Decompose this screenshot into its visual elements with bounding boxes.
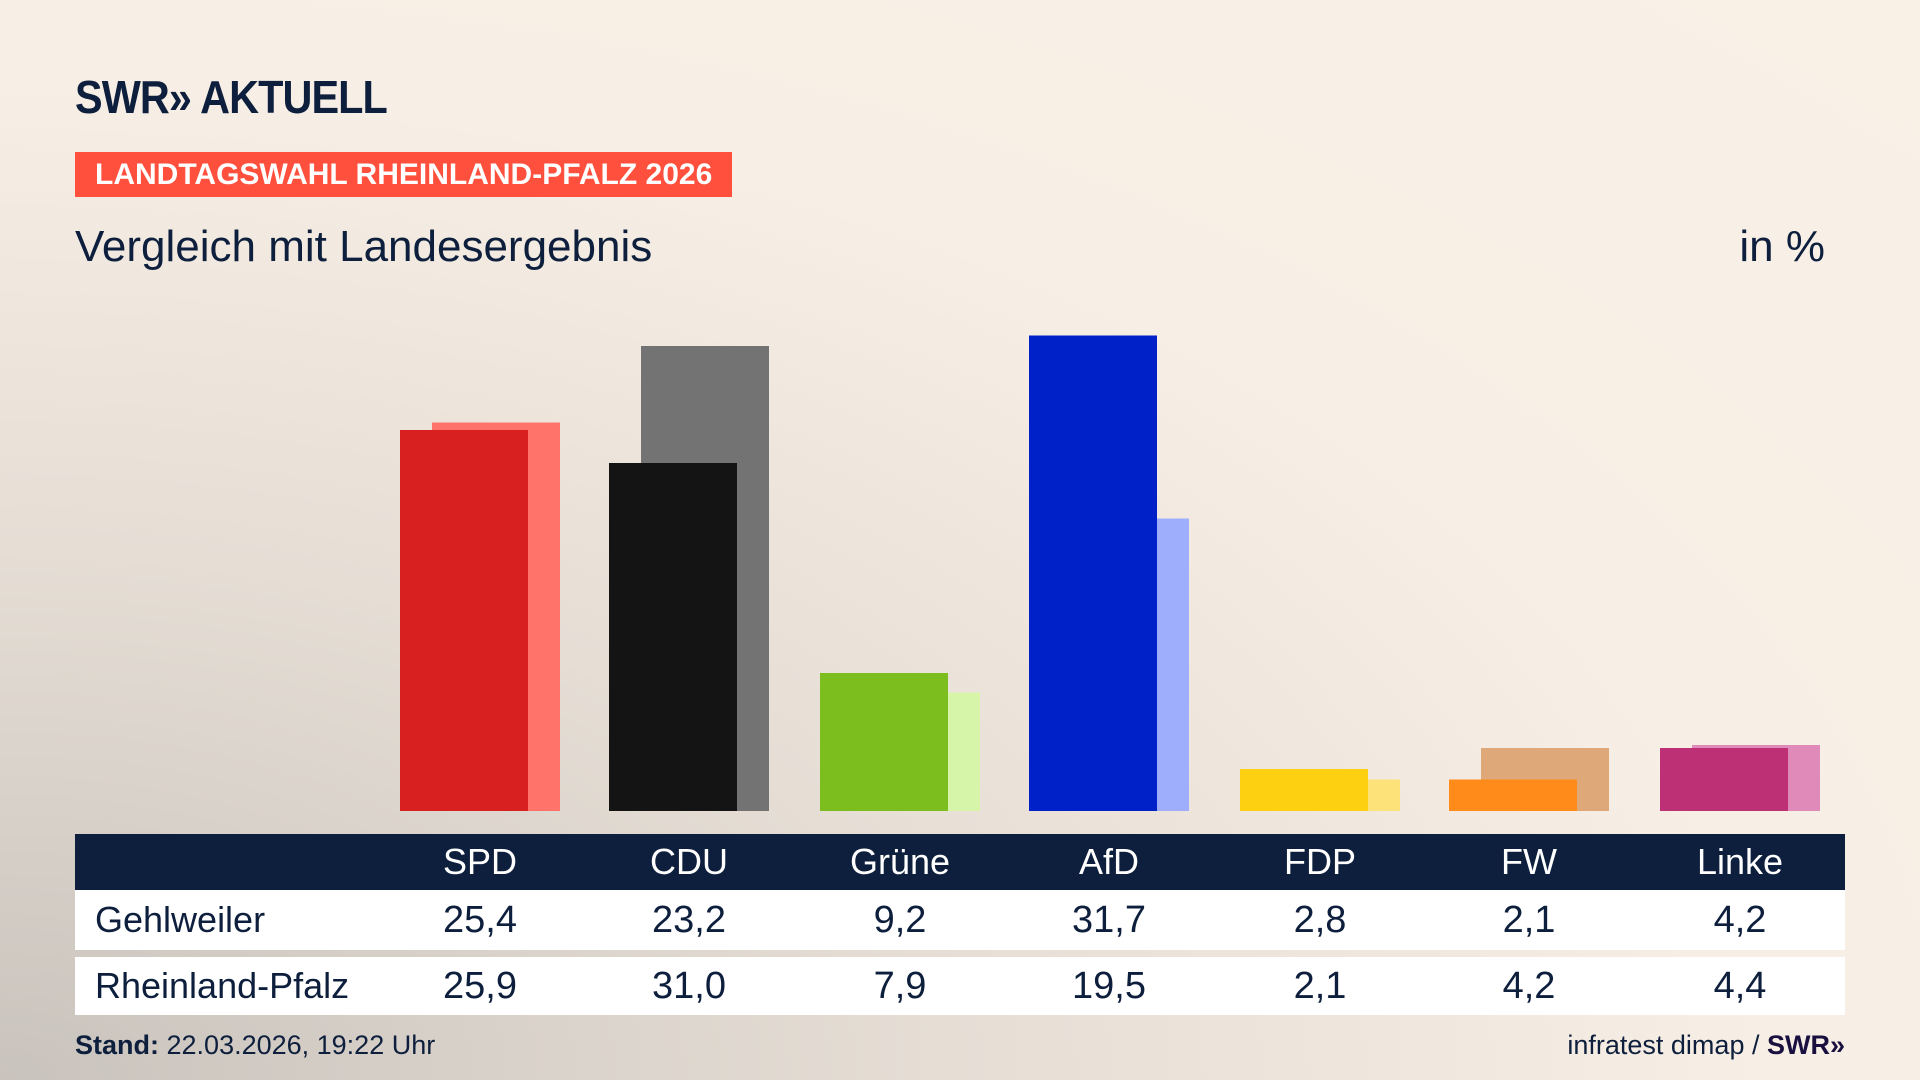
value-cell: 4,2 [1502,965,1556,1007]
value-cell: 31,7 [1072,899,1146,941]
column-header: FDP [1284,841,1356,882]
column-header: CDU [650,841,728,882]
column-header: AfD [1078,841,1139,882]
swr-aktuell-logo: SWR» AKTUELL [75,71,388,123]
bar-local-cdu [609,463,737,811]
bar-local-spd [400,430,528,811]
source: infratest dimap / SWR» [1567,1030,1845,1061]
value-cell: 4,4 [1713,965,1767,1007]
value-cell: 2,1 [1293,965,1347,1007]
value-cell: 23,2 [652,899,726,941]
column-header: SPD [442,841,518,882]
stand-value: 22.03.2026, 19:22 Uhr [166,1030,436,1060]
unit-label: in % [1739,222,1825,271]
swr-logo: SWR» [1766,1030,1845,1060]
value-cell: 31,0 [652,965,726,1007]
column-header: Linke [1696,841,1784,882]
row-label: Gehlweiler [95,899,266,940]
column-header: Grüne [849,841,951,882]
value-cell: 25,9 [443,965,517,1007]
results-table: SPD CDU Grüne AfD FDP FW Linke Gehlweiler 25,4… [75,834,1845,1015]
bar-local-fdp [1240,769,1368,811]
bar-local-fw [1449,779,1577,811]
chart-subtitle: Vergleich mit Landesergebnis [75,222,653,271]
column-header: FW [1501,841,1557,882]
table-header: SPD CDU Grüne AfD FDP FW Linke [75,834,1845,890]
timestamp: Stand: 22.03.2026, 19:22 Uhr [75,1030,435,1061]
value-cell: 9,2 [873,899,927,941]
table-row: Gehlweiler 25,4 23,2 9,2 31,7 2,8 2,1 4,2 [75,890,1845,950]
value-cell: 7,9 [873,965,927,1007]
source-text: infratest dimap / [1567,1030,1760,1060]
value-cell: 4,2 [1713,899,1767,941]
bar-local-grüne [820,673,948,811]
election-tag: LANDTAGSWAHL RHEINLAND-PFALZ 2026 [75,152,733,197]
bar-local-afd [1029,335,1157,811]
value-cell: 25,4 [443,899,517,941]
table-row: Rheinland-Pfalz 25,9 31,0 7,9 19,5 2,1 4,2 4,4 [75,957,1845,1015]
value-cell: 2,1 [1502,899,1556,941]
bar-local-linke [1660,748,1788,811]
row-label: Rheinland-Pfalz [95,965,350,1006]
stand-label: Stand: [75,1030,159,1060]
value-cell: 2,8 [1293,899,1347,941]
value-cell: 19,5 [1072,965,1146,1007]
